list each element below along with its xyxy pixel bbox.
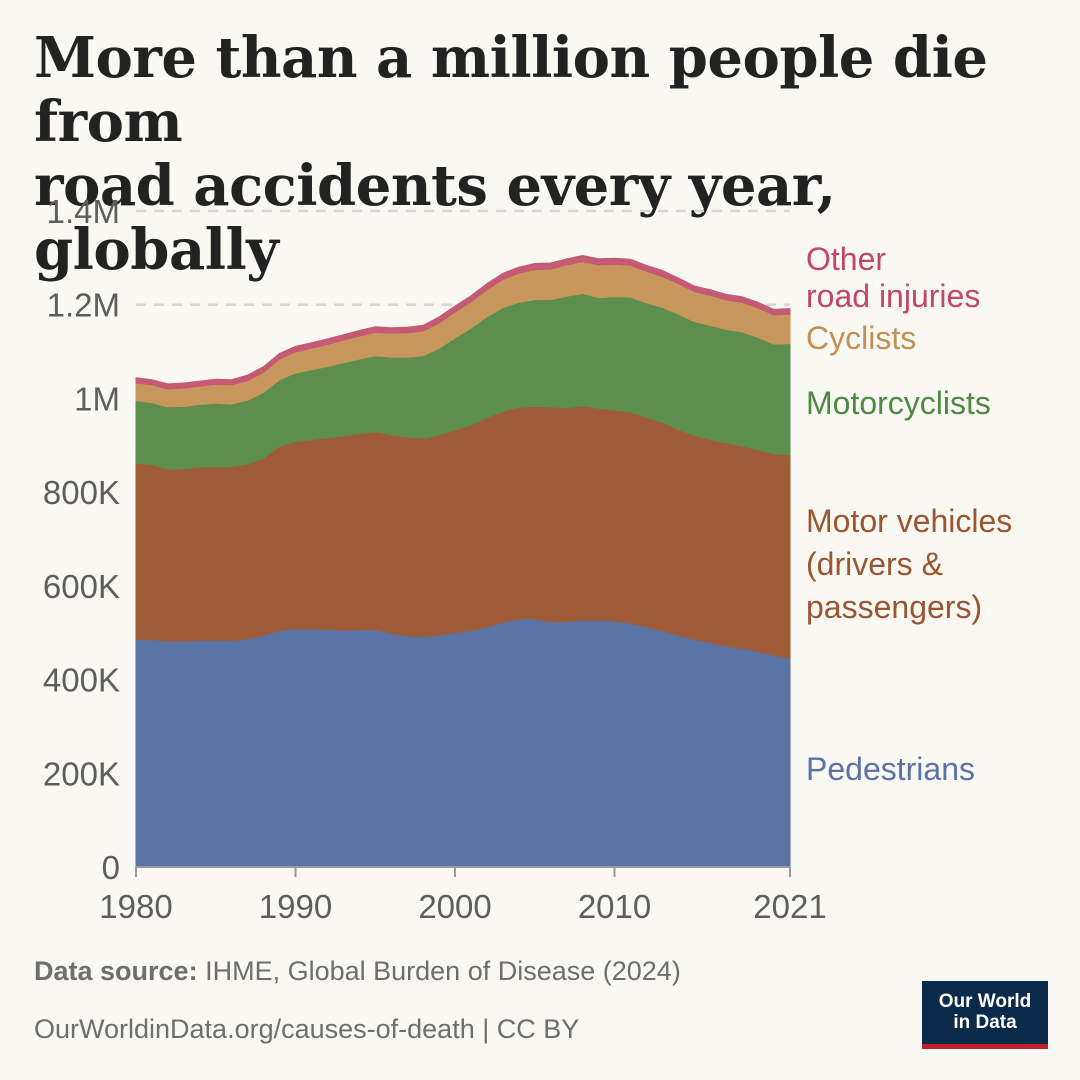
- series-label: Motorcyclists: [806, 385, 991, 421]
- series-label: Cyclists: [806, 320, 916, 356]
- series-label: Other: [806, 241, 886, 277]
- data-source: Data source: IHME, Global Burden of Dise…: [34, 956, 681, 987]
- axes: 0 200K 400K 600K 800K 1M 1.2M 1.4M 1980 1990 2000 2…: [43, 193, 827, 925]
- x-tick-label: 1990: [259, 888, 332, 925]
- series-label: Pedestrians: [806, 751, 975, 787]
- source-url[interactable]: OurWorldinData.org/causes-of-death | CC …: [34, 1014, 580, 1044]
- x-tick-label: 2010: [578, 888, 651, 925]
- area-pedestrians[interactable]: [135, 618, 791, 868]
- chart-title-line-2: road accidents every year, globally: [34, 153, 836, 283]
- y-tick-label: 0: [102, 849, 120, 886]
- series-label: (drivers &: [806, 546, 943, 582]
- x-tick-label: 1980: [99, 888, 172, 925]
- series-label: Motor vehicles: [806, 503, 1012, 539]
- series-label: passengers): [806, 589, 982, 625]
- owid-logo[interactable]: Our World in Data: [922, 981, 1048, 1049]
- chart-title: More than a million people die from road…: [34, 26, 1054, 282]
- y-tick-label: 800K: [43, 474, 120, 511]
- area-other-road-injuries[interactable]: [135, 254, 791, 390]
- x-tick-label: 2000: [418, 888, 491, 925]
- logo-line-1: Our World: [938, 991, 1032, 1012]
- data-source-label: Data source:: [34, 956, 198, 986]
- series-labels: Pedestrians Motor vehicles (drivers & passe…: [806, 241, 1012, 787]
- y-tick-label: 1M: [74, 380, 120, 417]
- x-tick-label: 2021: [753, 888, 826, 925]
- y-tick-label: 1.4M: [47, 193, 120, 230]
- y-tick-label: 1.2M: [47, 287, 120, 324]
- chart-title-line-1: More than a million people die from: [34, 25, 988, 155]
- logo-line-2: in Data: [953, 1012, 1017, 1033]
- y-tick-label: 200K: [43, 755, 120, 792]
- series-areas: [135, 254, 791, 868]
- data-source-text: IHME, Global Burden of Disease (2024): [205, 956, 681, 986]
- y-tick-label: 600K: [43, 568, 120, 605]
- y-tick-label: 400K: [43, 662, 120, 699]
- series-label: road injuries: [806, 278, 980, 314]
